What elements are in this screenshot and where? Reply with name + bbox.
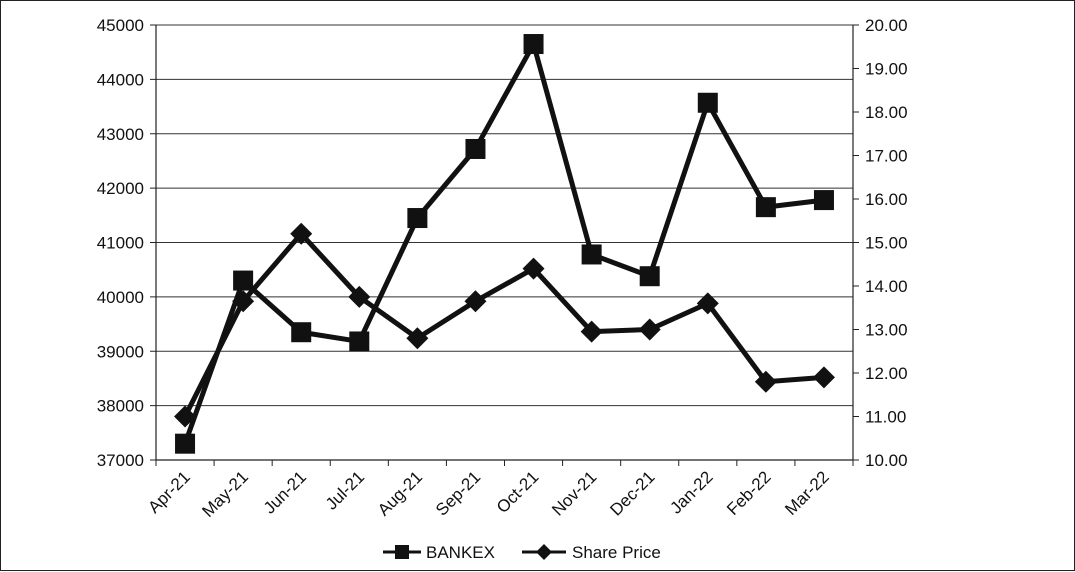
x-tick-label: Sep-21 bbox=[432, 467, 484, 519]
x-tick-label: May-21 bbox=[198, 467, 252, 521]
legend-bankex-label: BANKEX bbox=[426, 543, 495, 562]
left-tick-label: 41000 bbox=[97, 234, 144, 253]
point-bankex bbox=[465, 138, 486, 159]
point-share-price bbox=[812, 366, 835, 389]
point-bankex bbox=[175, 433, 196, 454]
point-bankex bbox=[233, 270, 254, 291]
x-tick-label: Oct-21 bbox=[493, 467, 543, 517]
legend-share-price-label: Share Price bbox=[572, 543, 661, 562]
legend-bankex-marker bbox=[395, 545, 409, 559]
right-tick-label: 14.00 bbox=[865, 277, 908, 296]
series-line-bankex bbox=[182, 41, 827, 447]
right-tick-label: 10.00 bbox=[865, 451, 908, 470]
point-share-price bbox=[696, 292, 719, 315]
point-bankex bbox=[349, 331, 370, 352]
legend-item-bankex: BANKEX bbox=[383, 543, 495, 562]
point-share-price bbox=[522, 257, 545, 280]
right-tick-label: 12.00 bbox=[865, 364, 908, 383]
legend-item-share-price: Share Price bbox=[522, 543, 661, 562]
series bbox=[174, 34, 835, 454]
left-tick-label: 40000 bbox=[97, 288, 144, 307]
point-bankex bbox=[813, 190, 834, 211]
point-share-price bbox=[638, 318, 661, 341]
point-bankex bbox=[755, 197, 776, 218]
x-tick-label: Mar-22 bbox=[781, 467, 833, 519]
right-tick-label: 19.00 bbox=[865, 60, 908, 79]
gridlines bbox=[156, 24, 853, 461]
point-share-price bbox=[232, 290, 255, 313]
point-share-price bbox=[406, 327, 429, 350]
point-bankex bbox=[581, 244, 602, 265]
axes: 37000 38000 39000 40000 41000 42000 43000 44000… bbox=[97, 16, 908, 521]
point-bankex bbox=[523, 34, 544, 55]
left-tick-label: 37000 bbox=[97, 451, 144, 470]
point-share-price bbox=[754, 370, 777, 393]
right-tick-label: 16.00 bbox=[865, 190, 908, 209]
point-share-price bbox=[580, 320, 603, 343]
point-share-price bbox=[290, 222, 313, 245]
point-bankex bbox=[639, 266, 660, 287]
point-share-price bbox=[174, 405, 197, 428]
left-tick-label: 42000 bbox=[97, 179, 144, 198]
x-tick-label: Aug-21 bbox=[374, 467, 426, 519]
right-tick-label: 18.00 bbox=[865, 103, 908, 122]
right-tick-label: 13.00 bbox=[865, 321, 908, 340]
series-line-share-price bbox=[182, 231, 827, 419]
x-tick-label: Jul-21 bbox=[322, 467, 368, 513]
left-tick-label: 43000 bbox=[97, 125, 144, 144]
right-tick-label: 11.00 bbox=[865, 408, 906, 427]
point-share-price bbox=[348, 285, 371, 308]
right-tick-label: 20.00 bbox=[865, 16, 908, 35]
legend-share-price-marker bbox=[536, 544, 552, 560]
point-bankex bbox=[291, 322, 312, 343]
x-tick-label: Jun-21 bbox=[260, 467, 310, 517]
left-tick-label: 45000 bbox=[97, 16, 144, 35]
right-tick-label: 15.00 bbox=[865, 234, 908, 253]
left-tick-label: 38000 bbox=[97, 397, 144, 416]
point-bankex bbox=[697, 92, 718, 113]
x-tick-label: Dec-21 bbox=[606, 467, 658, 519]
x-tick-label: Apr-21 bbox=[144, 467, 194, 517]
left-tick-label: 44000 bbox=[97, 70, 144, 89]
x-tick-label: Jan-22 bbox=[666, 467, 716, 517]
point-share-price bbox=[464, 290, 487, 313]
left-tick-label: 39000 bbox=[97, 342, 144, 361]
x-tick-label: Nov-21 bbox=[548, 467, 600, 519]
x-tick-label: Feb-22 bbox=[723, 467, 775, 519]
legend: BANKEX Share Price bbox=[383, 543, 661, 562]
point-bankex bbox=[407, 208, 428, 229]
right-tick-label: 17.00 bbox=[865, 147, 908, 166]
